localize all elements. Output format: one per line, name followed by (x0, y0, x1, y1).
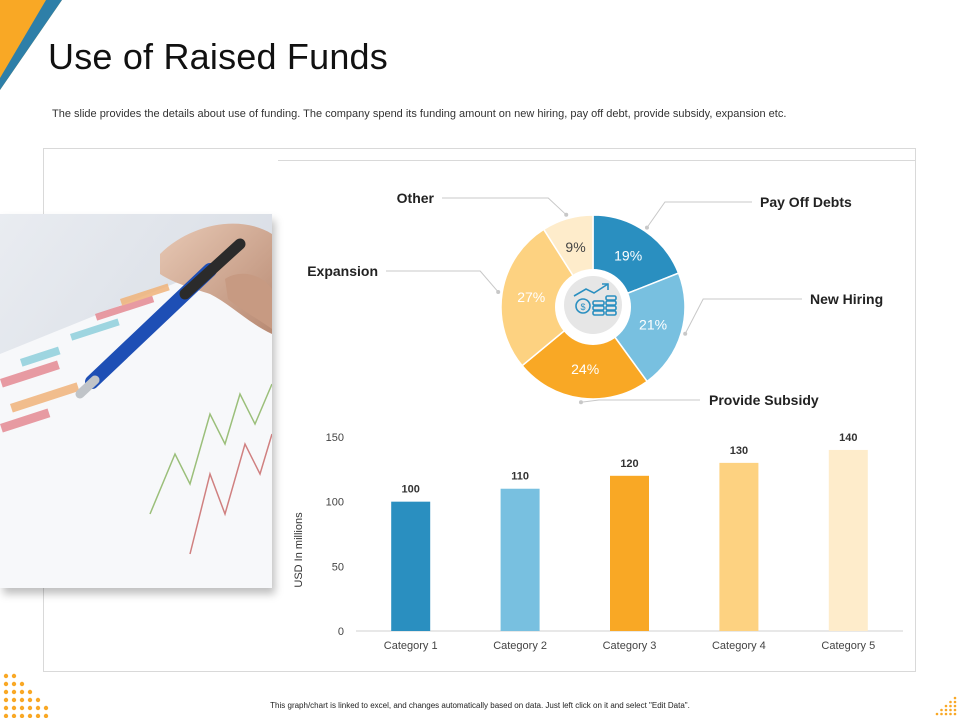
decor-dot (953, 708, 957, 712)
callout-leader-line (580, 399, 700, 403)
callout-leader-line (684, 298, 802, 335)
donut-slice-expansion (500, 228, 594, 367)
bar-category-4 (719, 462, 759, 631)
x-tick-label: Category 5 (821, 640, 875, 652)
decor-dot (944, 704, 948, 708)
decor-dot (11, 681, 17, 687)
x-tick-label: Category 4 (712, 640, 766, 652)
callout-label: Pay Off Debts (760, 194, 852, 210)
bar-category-1 (391, 501, 431, 631)
decor-dot (11, 673, 17, 679)
bar-category-2 (500, 488, 540, 631)
decor-dot (949, 704, 952, 708)
decor-dot (935, 712, 939, 716)
callout-label: Other (397, 190, 435, 206)
decor-dot (43, 705, 49, 711)
dot-pattern-left (3, 673, 49, 718)
decor-dot (27, 689, 33, 695)
x-tick-label: Category 3 (603, 640, 657, 652)
decor-dot (3, 673, 9, 679)
donut-value-label: 27% (517, 289, 545, 305)
callout-label: Provide Subsidy (709, 392, 819, 408)
callout-label: New Hiring (810, 291, 883, 307)
callout-dot (578, 400, 583, 405)
decor-dot (3, 689, 9, 695)
decor-dot (11, 697, 17, 703)
decor-dot (35, 705, 41, 711)
bar-data-label: 140 (839, 432, 857, 444)
bar-category-5 (828, 449, 868, 631)
svg-text:$: $ (580, 302, 585, 312)
x-tick-label: Category 1 (384, 640, 438, 652)
decor-dot (11, 689, 17, 695)
decor-dot (3, 681, 9, 687)
decor-dot (953, 700, 957, 704)
callout-dot (683, 331, 688, 336)
page-subtitle: The slide provides the details about use… (52, 108, 787, 120)
panel-divider (278, 160, 916, 161)
callout-label: Expansion (307, 263, 378, 279)
decor-dot (949, 712, 952, 716)
bar-data-label: 100 (402, 484, 420, 496)
donut-value-label: 21% (639, 316, 667, 332)
decor-dot (27, 697, 33, 703)
bar-data-label: 130 (730, 445, 748, 457)
decor-dot (27, 705, 33, 711)
decor-dot (940, 712, 943, 716)
y-axis-label: USD In millions (293, 512, 305, 588)
y-tick-label: 50 (332, 561, 344, 573)
decor-dot (35, 697, 41, 703)
bar-category-3 (610, 475, 649, 631)
bar-data-label: 120 (620, 458, 638, 470)
decor-dot (19, 689, 25, 695)
donut-value-label: 24% (571, 361, 599, 377)
callout-dot (496, 289, 501, 294)
decor-dot (953, 704, 957, 708)
decor-dot (949, 700, 952, 704)
bar-data-label: 110 (511, 471, 529, 483)
decor-dot (953, 712, 957, 716)
donut-slice-provide-subsidy (521, 305, 649, 400)
decor-dot (43, 713, 49, 718)
decor-dot (11, 705, 17, 711)
footer-note: This graph/chart is linked to excel, and… (270, 701, 690, 710)
decor-dot (35, 713, 41, 718)
decor-dot (19, 713, 25, 718)
decor-dot (19, 697, 25, 703)
dot-pattern-right (935, 696, 957, 716)
callout-leader-line (442, 197, 567, 216)
decor-dot (3, 705, 9, 711)
donut-value-label: 19% (614, 247, 642, 263)
y-tick-label: 100 (326, 497, 344, 509)
callout-leader-line (386, 270, 499, 293)
page-title: Use of Raised Funds (48, 36, 388, 77)
decor-dot (27, 713, 33, 718)
decor-dot (3, 713, 9, 718)
decor-dot (19, 705, 25, 711)
corner-accent-shape (0, 0, 62, 90)
donut-value-label: 9% (565, 239, 585, 255)
callout-dot (564, 212, 569, 217)
decor-dot (19, 681, 25, 687)
pen-on-chart-photo (0, 214, 272, 588)
donut-callouts: Pay Off Debts New Hiring Provide Subsidy Ex… (307, 190, 883, 408)
y-tick-label: 150 (326, 432, 344, 444)
y-tick-label: 0 (338, 626, 344, 638)
decor-dot (940, 708, 943, 712)
decor-dot (949, 708, 952, 712)
money-growth-icon: $ (564, 276, 622, 334)
decor-dot (11, 713, 17, 718)
callout-dot (644, 225, 649, 230)
decor-dot (944, 708, 948, 712)
bar-chart: 0 50 100 150 USD In millions 100 Category 1 110… (293, 432, 903, 652)
x-tick-label: Category 2 (493, 640, 547, 652)
decor-dot (953, 696, 957, 700)
decor-dot (944, 712, 948, 716)
decor-dot (3, 697, 9, 703)
callout-leader-line (646, 201, 752, 228)
